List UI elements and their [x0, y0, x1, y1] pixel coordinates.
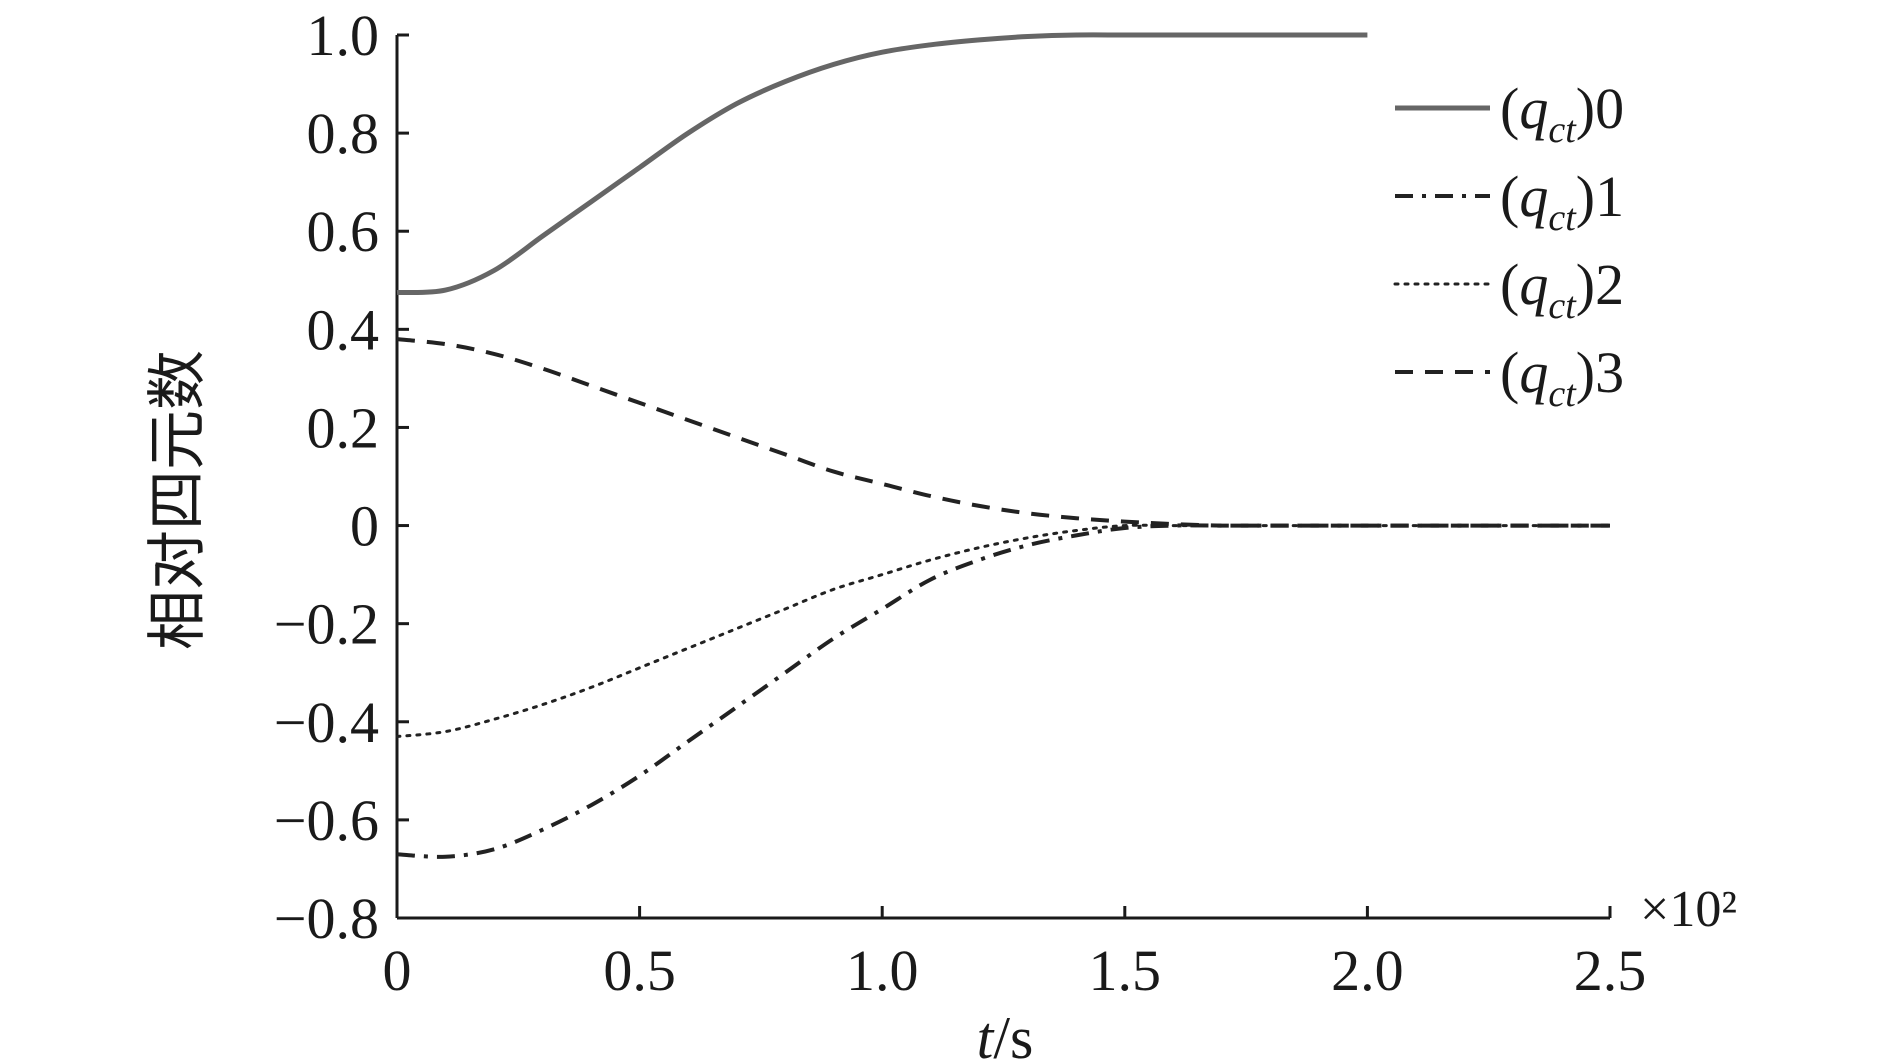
y-tick-label: −0.6	[274, 788, 379, 853]
x-tick-label: 2.5	[1574, 938, 1647, 1003]
y-tick-label: −0.4	[274, 690, 379, 755]
y-axis-label: 相对四元数	[145, 350, 211, 650]
x-tick-label: 0	[383, 938, 412, 1003]
legend-item-0: (qct)0	[1395, 76, 1624, 151]
x-ticks: 0 0.5 1.0 1.5 2.0 2.5	[383, 906, 1647, 1003]
y-tick-label: 0.8	[307, 101, 380, 166]
x-axis-multiplier: ×10²	[1640, 881, 1737, 938]
y-tick-label: 0.4	[307, 297, 380, 362]
x-tick-label: 0.5	[603, 938, 676, 1003]
y-ticks: 1.0 0.8 0.6 0.4 0.2 0 −0.2 −0.4 −0.6 −0.8	[274, 3, 409, 951]
x-tick-label: 1.5	[1089, 938, 1162, 1003]
y-tick-label: 0.6	[307, 199, 380, 264]
legend-label: (qct)3	[1500, 340, 1624, 415]
legend-label: (qct)0	[1500, 76, 1624, 151]
y-tick-label: 0.2	[307, 395, 380, 460]
legend-label: (qct)2	[1500, 252, 1624, 327]
legend-item-1: (qct)1	[1395, 164, 1624, 239]
x-axis-label: t/s	[977, 1005, 1034, 1063]
series-line-0	[396, 32, 1368, 296]
y-tick-label: −0.2	[274, 592, 379, 657]
y-tick-label: 1.0	[307, 3, 380, 68]
series-line-1	[396, 523, 1610, 859]
x-tick-label: 2.0	[1331, 938, 1404, 1003]
x-tick-label: 1.0	[846, 938, 919, 1003]
legend-item-3: (qct)3	[1395, 340, 1624, 415]
legend: (qct)0 (qct)1 (qct)2 (qct)3	[1393, 76, 1624, 415]
legend-item-2: (qct)2	[1393, 252, 1624, 327]
legend-label: (qct)1	[1500, 164, 1624, 239]
plot-area	[395, 35, 1610, 920]
series-line-3	[396, 337, 1610, 528]
y-tick-label: −0.8	[274, 886, 379, 951]
y-tick-label: 0	[350, 494, 379, 559]
series-layer	[395, 32, 1612, 859]
series-line-2	[395, 523, 1612, 738]
